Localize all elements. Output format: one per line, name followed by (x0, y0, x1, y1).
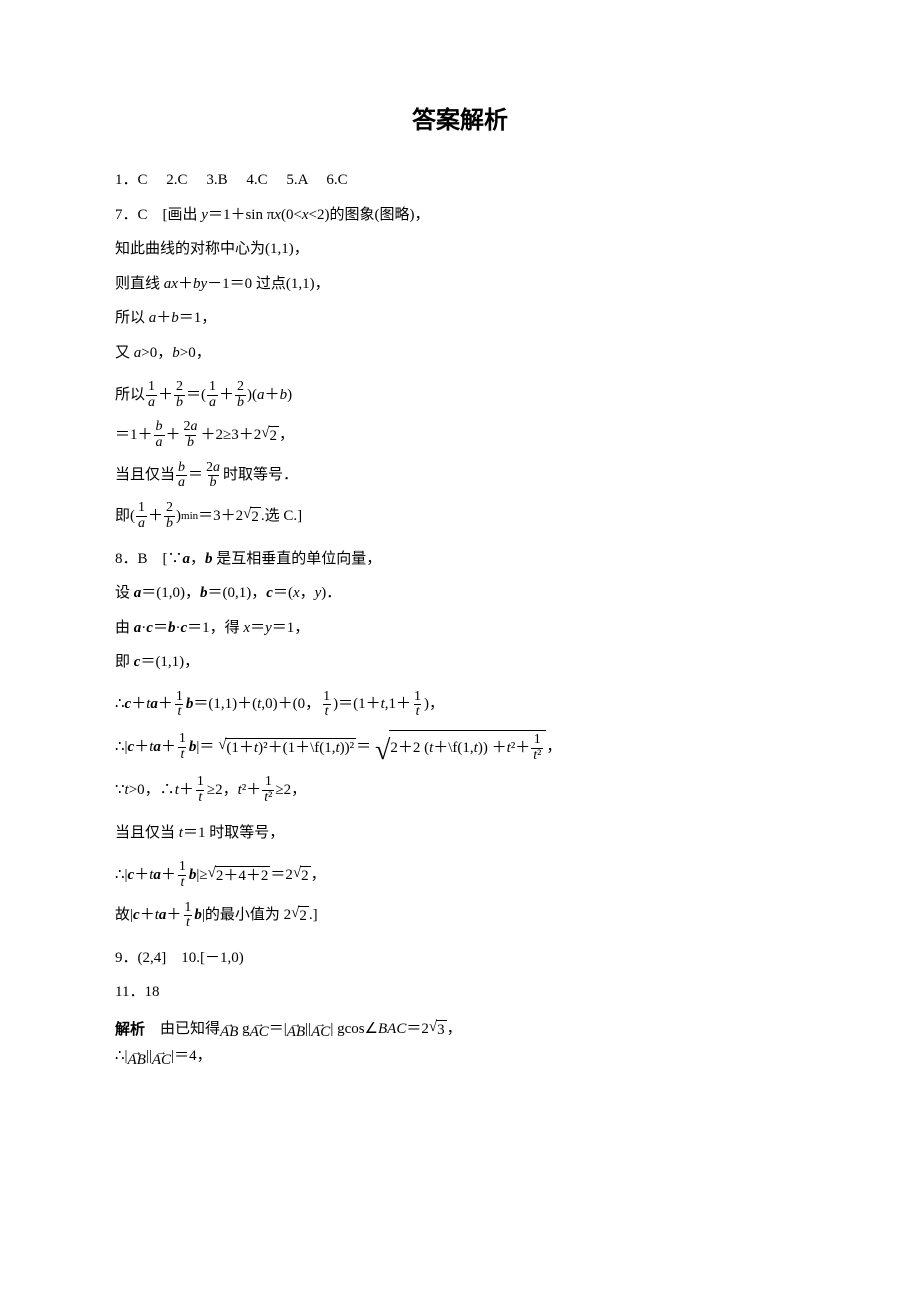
q7-l8-prefix: 当且仅当 (115, 468, 175, 483)
frac-1-t-b: 1t (321, 690, 332, 720)
q11-head: 11．18 (115, 975, 805, 1010)
q7-min-sub: min (181, 511, 198, 522)
sqrt-expr-2: √2＋2 (t＋\f(1,t)) ＋t²＋1t² (375, 730, 546, 765)
sqrt-2-c: √2 (293, 866, 311, 885)
q7-l8-suffix: 时取等号． (223, 468, 298, 483)
frac-2-b: 2b (174, 380, 185, 410)
analysis-label: 解析 (115, 1022, 145, 1037)
q8-l2: 设 a＝(1,0)，b＝(0,1)，c＝(x，y)． (115, 576, 805, 611)
q8-l10: 故|c＋ta＋ 1t b|的最小值为 2 √2 .] (115, 901, 805, 931)
ans-1: 1．C (115, 172, 148, 188)
q7-l9: 即( 1a ＋ 2b )min ＝3＋2 √2 .选 C.] (115, 501, 805, 531)
answers-row: 1．C 2.C 3.B 4.C 5.A 6.C (115, 163, 805, 198)
q11-l2-suffix: |＝4， (171, 1049, 212, 1064)
q7-l6: 所以 1a ＋ 2b ＝( 1a ＋ 2b )(a＋b) (115, 380, 805, 410)
vec-ab-3: →AB (128, 1049, 146, 1065)
frac-2a-b-2: 2ab (204, 461, 222, 491)
q11-l1: 解析 由已知得 →AB g →AC ＝| →AB || →AC | gcos∠B… (115, 1020, 805, 1039)
q7-l6-suffix: )(a＋b) (247, 388, 292, 403)
vec-ab-2: →AB (287, 1021, 305, 1037)
q11-l1-prefix: 由已知得 (145, 1022, 220, 1037)
frac-b-a: ba (154, 420, 165, 450)
sqrt-2-b: √2 (243, 507, 261, 526)
frac-2-b-3: 2b (164, 501, 175, 531)
page-title: 答案解析 (115, 100, 805, 135)
q7-l7-mid: ＋2≥3＋2 (201, 428, 262, 443)
page: 答案解析 1．C 2.C 3.B 4.C 5.A 6.C 7．C [画出 y＝1… (0, 0, 920, 1302)
q7-l8-mid: ＝ (188, 468, 203, 483)
sqrt-expr-1: √(1＋t)²＋(1＋\f(1,t))² (218, 738, 356, 757)
ans-5: 5.A (286, 172, 307, 188)
q7-head: 7．C [画出 y＝1＋sin πx(0<x<2)的图象(图略)， (115, 198, 805, 233)
frac-1-a-3: 1a (136, 501, 147, 531)
q7-l9-prefix: 即( (115, 509, 135, 524)
frac-1-t: 1t (174, 690, 185, 720)
frac-1-t-e: 1t (195, 775, 206, 805)
q7-l3: 则直线 ax＋by－1＝0 过点(1,1)， (115, 267, 805, 302)
ans-2: 2.C (166, 172, 187, 188)
q7-l6-prefix: 所以 (115, 388, 145, 403)
q8-l8: 当且仅当 t＝1 时取等号， (115, 816, 805, 851)
frac-1-t-d: 1t (177, 732, 188, 762)
q7-l7: ＝1＋ ba ＋ 2ab ＋2≥3＋2 √2 ， (115, 420, 805, 450)
vec-ab: →AB (220, 1021, 238, 1037)
q8-l5: ∴c＋ta＋ 1t b＝(1,1)＋(t,0)＋(0， 1t )＝(1＋t,1＋… (115, 690, 805, 720)
frac-1-t-c: 1t (412, 690, 423, 720)
ans-3: 3.B (206, 172, 227, 188)
q7-l2: 知此曲线的对称中心为(1,1)， (115, 232, 805, 267)
q7-l5: 又 a>0，b>0， (115, 336, 805, 371)
q7-l9-mid: ＝3＋2 (198, 509, 243, 524)
q8-l9: ∴|c＋ta＋ 1t b|≥ √2＋4＋2 ＝2 √2 ， (115, 860, 805, 890)
q7-l9-suffix: .选 C.] (261, 509, 302, 524)
q7-l8: 当且仅当 ba ＝ 2ab 时取等号． (115, 461, 805, 491)
frac-1-t-g: 1t (182, 901, 193, 931)
q7-l7-prefix: ＝1＋ (115, 428, 153, 443)
vec-ac-3: →AC (152, 1049, 171, 1065)
q8-l3: 由 a·c＝b·c＝1，得 x＝y＝1， (115, 611, 805, 646)
ans-4: 4.C (246, 172, 267, 188)
frac-2-b-2: 2b (235, 380, 246, 410)
q8-l6: ∴|c＋ta＋ 1t b|＝ √(1＋t)²＋(1＋\f(1,t))² ＝ √2… (115, 730, 805, 765)
q11-l2: ∴| →AB || →AC |＝4， (115, 1049, 805, 1065)
frac-2a-b: 2ab (182, 420, 200, 450)
sqrt-3: √3 (429, 1020, 447, 1039)
frac-1-t-f: 1t (177, 860, 188, 890)
vec-ac: →AC (250, 1021, 269, 1037)
q8-l4: 即 c＝(1,1)， (115, 645, 805, 680)
frac-1-t2-b: 1t² (262, 775, 274, 805)
ans-6: 6.C (326, 172, 347, 188)
sqrt-2: √2 (261, 426, 279, 445)
jec-ac-2: →AC (311, 1021, 330, 1037)
q7-l7-suffix: ， (279, 428, 294, 443)
q9-q10: 9．(2,4] 10.[－1,0) (115, 941, 805, 976)
q8-head: 8．B [∵a，b 是互相垂直的单位向量， (115, 542, 805, 577)
q8-l7: ∵t>0，∴t＋ 1t ≥2，t²＋ 1t² ≥2， (115, 775, 805, 805)
sqrt-2-d: √2 (291, 906, 309, 925)
frac-1-a: 1a (146, 380, 157, 410)
frac-b-a-2: ba (176, 461, 187, 491)
q7-l4: 所以 a＋b＝1， (115, 301, 805, 336)
q7-l6-mid: ＝( (186, 388, 206, 403)
sqrt-242: √2＋4＋2 (208, 866, 271, 885)
frac-1-a-2: 1a (207, 380, 218, 410)
